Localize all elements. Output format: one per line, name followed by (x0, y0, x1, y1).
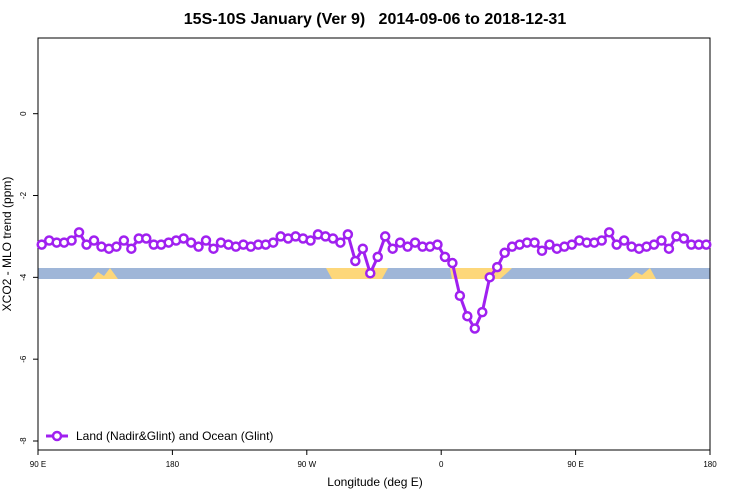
plot-frame (37, 37, 711, 451)
x-tick-label: 180 (166, 460, 180, 469)
data-point (618, 235, 630, 246)
data-point (536, 245, 548, 257)
data-point (454, 290, 466, 302)
y-tick-label: -2 (19, 191, 28, 199)
land-patch (92, 268, 118, 279)
data-point (88, 235, 100, 246)
data-point (350, 255, 361, 267)
data-point (36, 239, 47, 250)
y-axis-label: XCO2 - MLO trend (ppm) (0, 177, 14, 312)
x-tick-label: 90 E (30, 460, 46, 469)
legend-marker (51, 430, 63, 442)
data-point (491, 261, 503, 273)
data-point (372, 251, 383, 263)
data-point (335, 237, 346, 248)
data-point (663, 243, 675, 254)
data-point (439, 251, 451, 263)
x-axis-label: Longitude (deg E) (327, 475, 422, 489)
data-point (365, 268, 376, 279)
data-point (342, 229, 354, 240)
data-point (499, 247, 510, 259)
data-point (185, 237, 197, 248)
data-point (267, 237, 279, 248)
data-point (701, 239, 712, 250)
x-tick-label: 90 W (297, 460, 316, 469)
data-point (66, 235, 77, 246)
y-tick-label: -4 (19, 273, 28, 281)
data-point (118, 235, 130, 246)
data-point (529, 237, 540, 248)
chart-title: 15S-10S January (Ver 9) 2014-09-06 to 20… (184, 11, 567, 28)
y-tick-label: 0 (19, 111, 28, 116)
data-point (409, 237, 421, 248)
y-tick-label: -6 (19, 355, 28, 363)
data-point (648, 239, 660, 250)
land-patch (326, 268, 388, 279)
data-point (200, 235, 212, 246)
x-tick-label: 0 (439, 460, 444, 469)
data-point (178, 233, 189, 244)
data-point (447, 257, 458, 269)
data-point (394, 237, 406, 248)
data-point (193, 241, 204, 252)
data-point (462, 310, 473, 322)
data-point (611, 239, 622, 250)
data-point (566, 239, 578, 250)
data-point (327, 233, 339, 244)
land-patch (628, 268, 656, 279)
data-point (81, 239, 92, 250)
data-point (656, 235, 667, 246)
data-point (305, 235, 316, 246)
data-point (432, 239, 443, 250)
data-point (208, 243, 219, 254)
data-point (603, 227, 615, 238)
data-point (126, 243, 137, 254)
data-point (544, 239, 555, 250)
data-point (596, 235, 607, 246)
data-point (484, 272, 495, 283)
legend: Land (Nadir&Glint) and Ocean (Glint) (46, 429, 273, 443)
x-tick-label: 180 (703, 460, 717, 469)
data-point (141, 233, 152, 244)
series-line (41, 230, 707, 330)
data-point (477, 306, 488, 318)
data-point (678, 233, 690, 244)
legend-label: Land (Nadir&Glint) and Ocean (Glint) (76, 429, 273, 443)
data-point (402, 241, 413, 252)
x-tick-label: 90 E (567, 460, 583, 469)
y-tick-label: -8 (19, 437, 28, 445)
data-point (387, 243, 398, 254)
data-point (73, 227, 85, 238)
data-point (469, 323, 481, 334)
data-point (379, 231, 391, 242)
data-point (111, 241, 122, 252)
data-point (357, 243, 369, 254)
